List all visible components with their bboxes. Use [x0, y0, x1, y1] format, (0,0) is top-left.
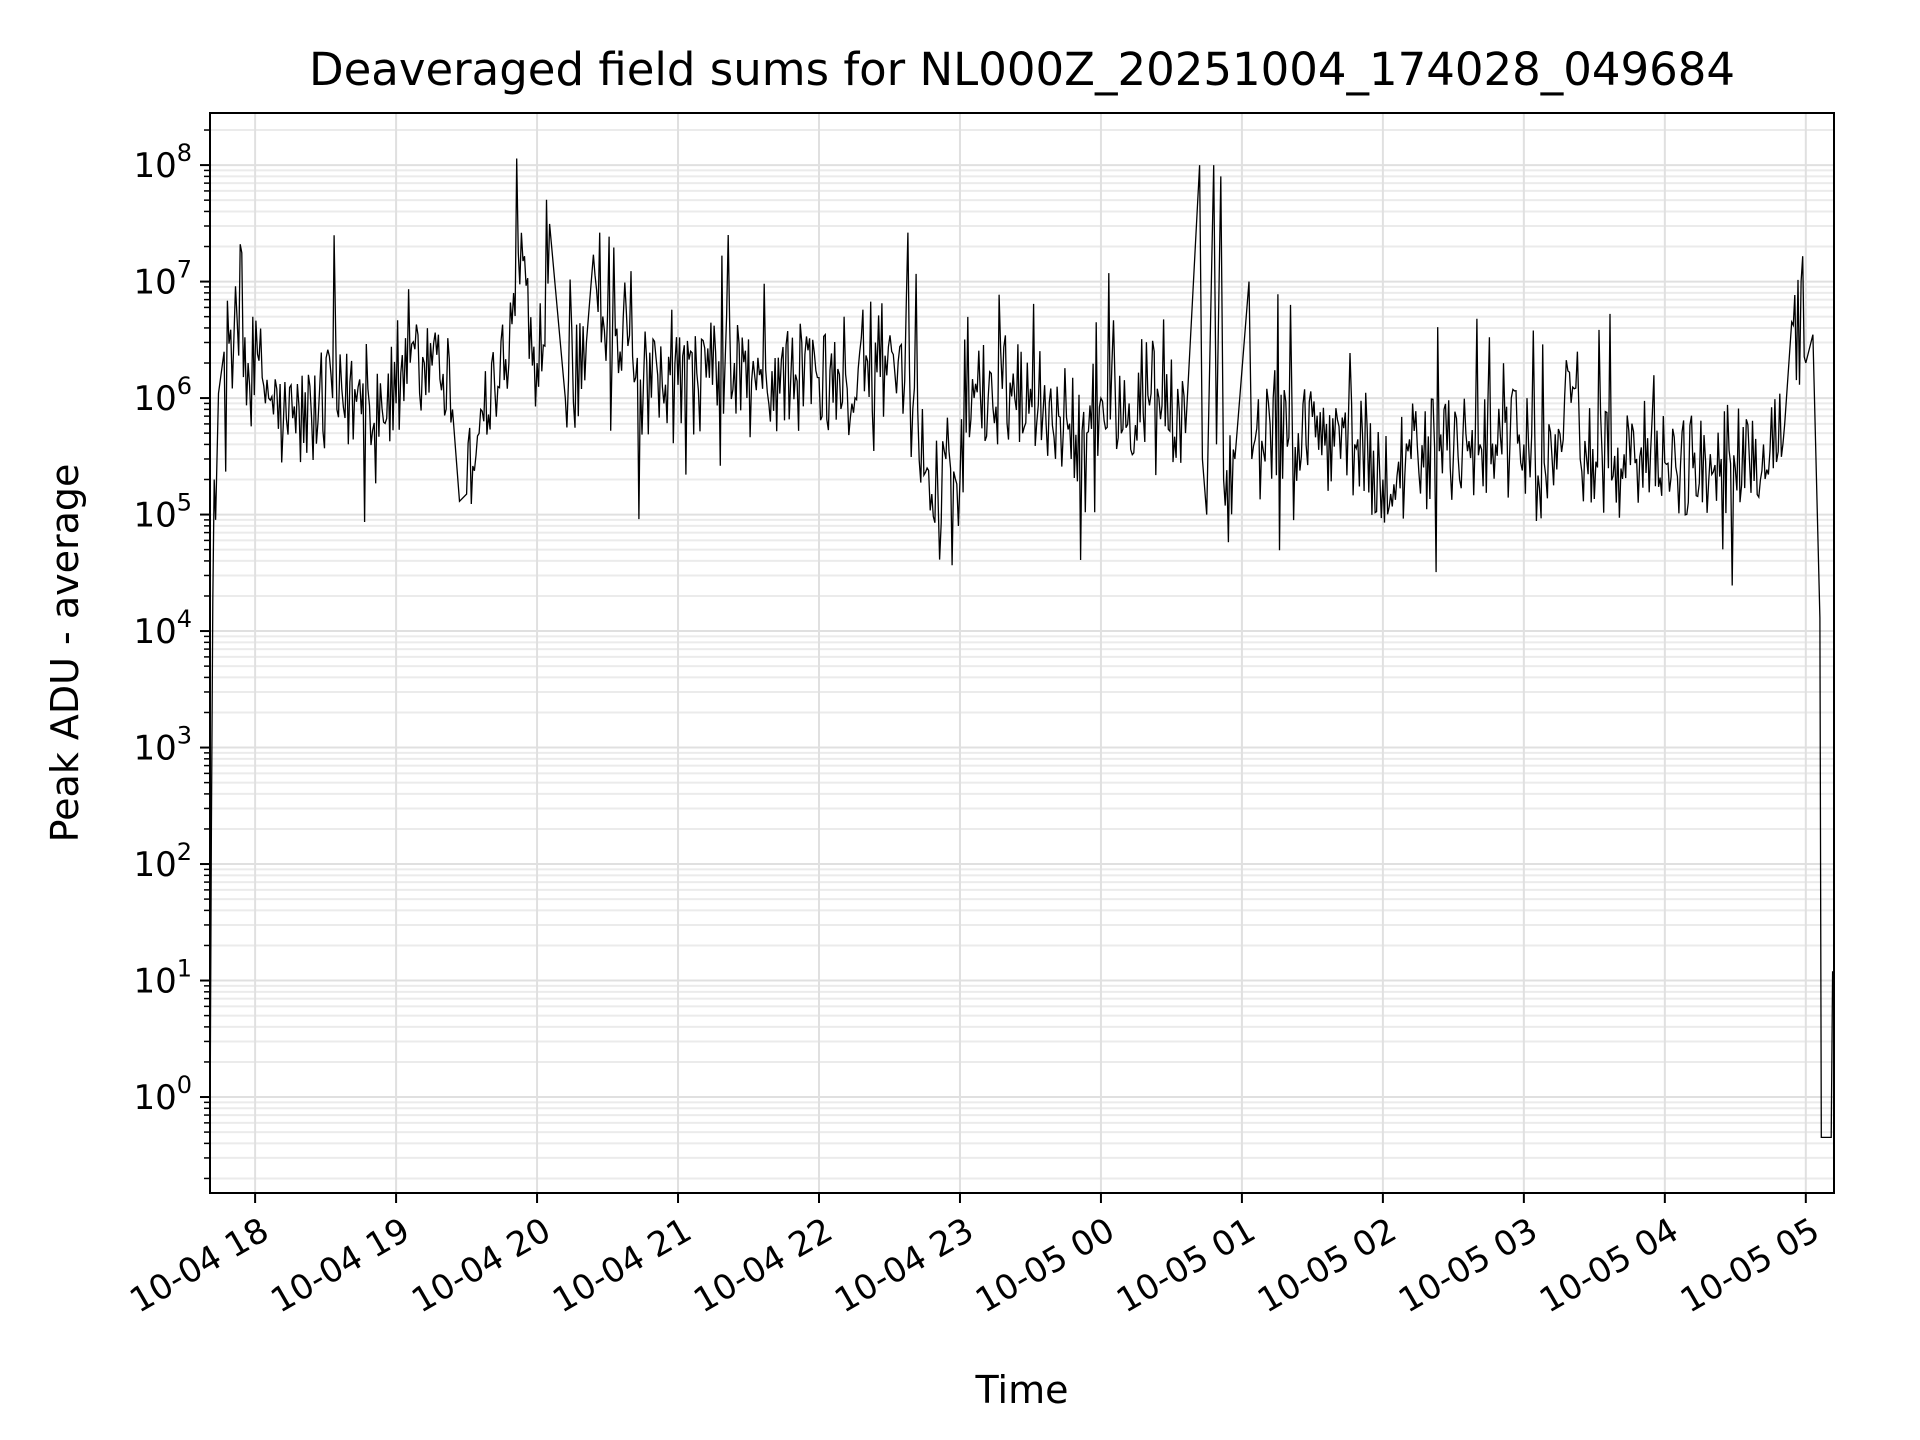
series-line [209, 158, 1834, 1139]
y-tick-label: 101 [133, 955, 192, 1002]
y-tick-label: 106 [133, 372, 192, 419]
y-axis-label: Peak ADU - average [43, 464, 87, 843]
y-tick-label: 108 [133, 139, 192, 186]
y-axis-ticks: 100 101 102 103 104 105 106 107 108 [133, 129, 210, 1180]
plot-frame [209, 112, 1835, 1194]
y-tick-label: 107 [133, 256, 192, 303]
y-tick-label: 102 [133, 838, 192, 885]
x-axis-label: Time [975, 1368, 1069, 1412]
chart-title: Deaveraged field sums for NL000Z_2025100… [309, 43, 1735, 96]
y-tick-label: 105 [133, 489, 192, 536]
series-layer [209, 158, 1834, 1139]
y-tick-label: 104 [133, 605, 192, 652]
y-tick-label: 103 [133, 722, 192, 769]
grid-lines [210, 113, 1834, 1193]
y-tick-label: 100 [133, 1071, 192, 1118]
